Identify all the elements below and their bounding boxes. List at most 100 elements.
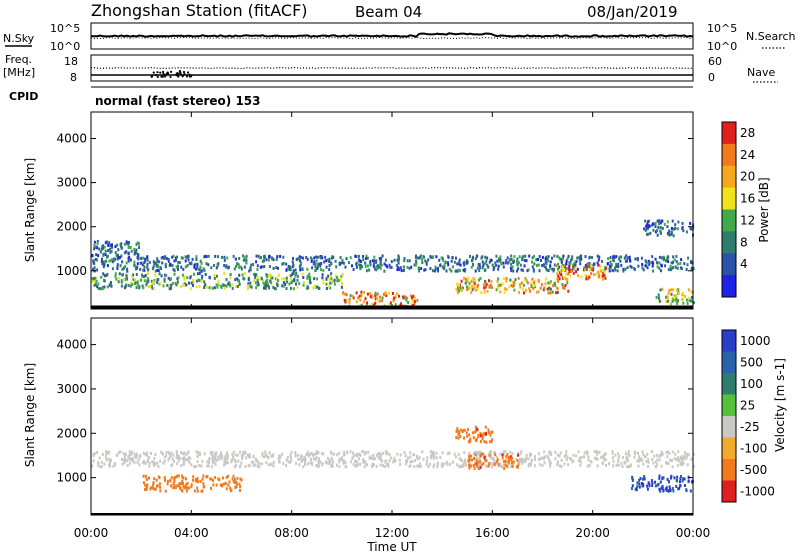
heatmap-cell [265, 275, 268, 279]
heatmap-cell [464, 268, 467, 271]
heatmap-cell [455, 429, 458, 433]
power-y-axis-label: Slant Range [km] [23, 158, 37, 262]
heatmap-cell [142, 451, 145, 455]
heatmap-cell [121, 260, 124, 264]
heatmap-cell [295, 282, 297, 286]
heatmap-cell [398, 458, 401, 462]
heatmap-cell [646, 232, 648, 236]
heatmap-cell [133, 260, 136, 264]
heatmap-cell [490, 279, 493, 283]
heatmap-cell [680, 475, 682, 478]
heatmap-cell [325, 282, 328, 286]
heatmap-cell [176, 454, 178, 458]
heatmap-cell [679, 461, 682, 465]
heatmap-cell [459, 458, 462, 462]
heatmap-cell [443, 267, 445, 271]
heatmap-cell [496, 458, 499, 462]
heatmap-cell [306, 462, 309, 466]
heatmap-cell [579, 262, 582, 266]
heatmap-cell [375, 464, 378, 468]
heatmap-cell [470, 265, 473, 269]
heatmap-cell [421, 450, 424, 454]
heatmap-cell [458, 464, 461, 468]
heatmap-cell [414, 296, 416, 300]
heatmap-cell [313, 256, 316, 260]
heatmap-cell [234, 278, 237, 282]
heatmap-cell [447, 261, 449, 265]
heatmap-cell [640, 458, 643, 462]
heatmap-cell [544, 277, 547, 281]
heatmap-cell [222, 283, 225, 287]
heatmap-cell [281, 452, 284, 456]
heatmap-cell [640, 256, 643, 260]
heatmap-cell [351, 294, 354, 298]
heatmap-cell [577, 459, 580, 463]
heatmap-cell [245, 456, 248, 460]
heatmap-cell [325, 461, 328, 465]
heatmap-cell [547, 269, 550, 273]
heatmap-cell [217, 255, 219, 259]
heatmap-cell [659, 226, 662, 229]
heatmap-cell [470, 279, 473, 283]
heatmap-cell [687, 479, 690, 483]
heatmap-cell [469, 462, 472, 466]
heatmap-cell [422, 457, 425, 461]
heatmap-cell [418, 464, 421, 468]
heatmap-cell [675, 458, 678, 462]
heatmap-cell [131, 456, 134, 460]
heatmap-cell [192, 478, 194, 482]
heatmap-cell [254, 276, 257, 280]
heatmap-cell [290, 281, 293, 285]
cpid-text: normal (fast stereo) 153 [95, 94, 261, 108]
heatmap-cell [517, 276, 520, 280]
heatmap-cell [172, 482, 175, 486]
heatmap-cell [646, 266, 649, 270]
heatmap-cell [579, 460, 582, 464]
heatmap-cell [493, 459, 496, 463]
heatmap-cell [474, 462, 477, 466]
heatmap-cell [131, 459, 134, 462]
heatmap-cell [285, 268, 288, 272]
heatmap-cell [418, 456, 421, 460]
heatmap-cell [274, 287, 276, 290]
heatmap-cell [267, 258, 270, 262]
heatmap-cell [646, 484, 649, 488]
heatmap-cell [327, 456, 329, 460]
heatmap-cell [445, 460, 448, 464]
heatmap-cell [281, 284, 284, 288]
heatmap-cell [126, 269, 129, 273]
y-tick-label: 2000 [56, 426, 87, 440]
heatmap-cell [493, 451, 496, 455]
heatmap-cell [237, 459, 240, 463]
heatmap-cell [256, 283, 259, 287]
heatmap-cell [106, 255, 109, 259]
heatmap-cell [555, 286, 558, 290]
heatmap-cell [114, 245, 117, 249]
heatmap-cell [496, 280, 499, 283]
heatmap-cell [322, 281, 325, 285]
heatmap-cell [253, 279, 256, 283]
heatmap-cell [651, 484, 654, 487]
heatmap-cell [104, 249, 107, 253]
heatmap-cell [235, 464, 238, 467]
heatmap-cell [547, 259, 550, 263]
heatmap-cell [647, 464, 650, 468]
heatmap-cell [365, 450, 367, 454]
freq-scatter-dot [186, 71, 190, 74]
heatmap-cell [217, 262, 220, 266]
heatmap-cell [568, 263, 571, 267]
heatmap-cell [233, 465, 236, 469]
heatmap-cell [190, 483, 193, 487]
heatmap-cell [512, 281, 515, 284]
heatmap-cell [387, 464, 390, 468]
heatmap-cell [96, 268, 99, 272]
heatmap-cell [670, 226, 673, 230]
heatmap-cell [398, 257, 400, 261]
heatmap-cell [259, 265, 262, 269]
heatmap-cell [641, 266, 644, 270]
heatmap-cell [187, 258, 190, 262]
heatmap-cell [217, 281, 220, 285]
heatmap-cell [381, 299, 383, 303]
heatmap-cell [296, 285, 299, 289]
heatmap-cell [371, 302, 373, 306]
